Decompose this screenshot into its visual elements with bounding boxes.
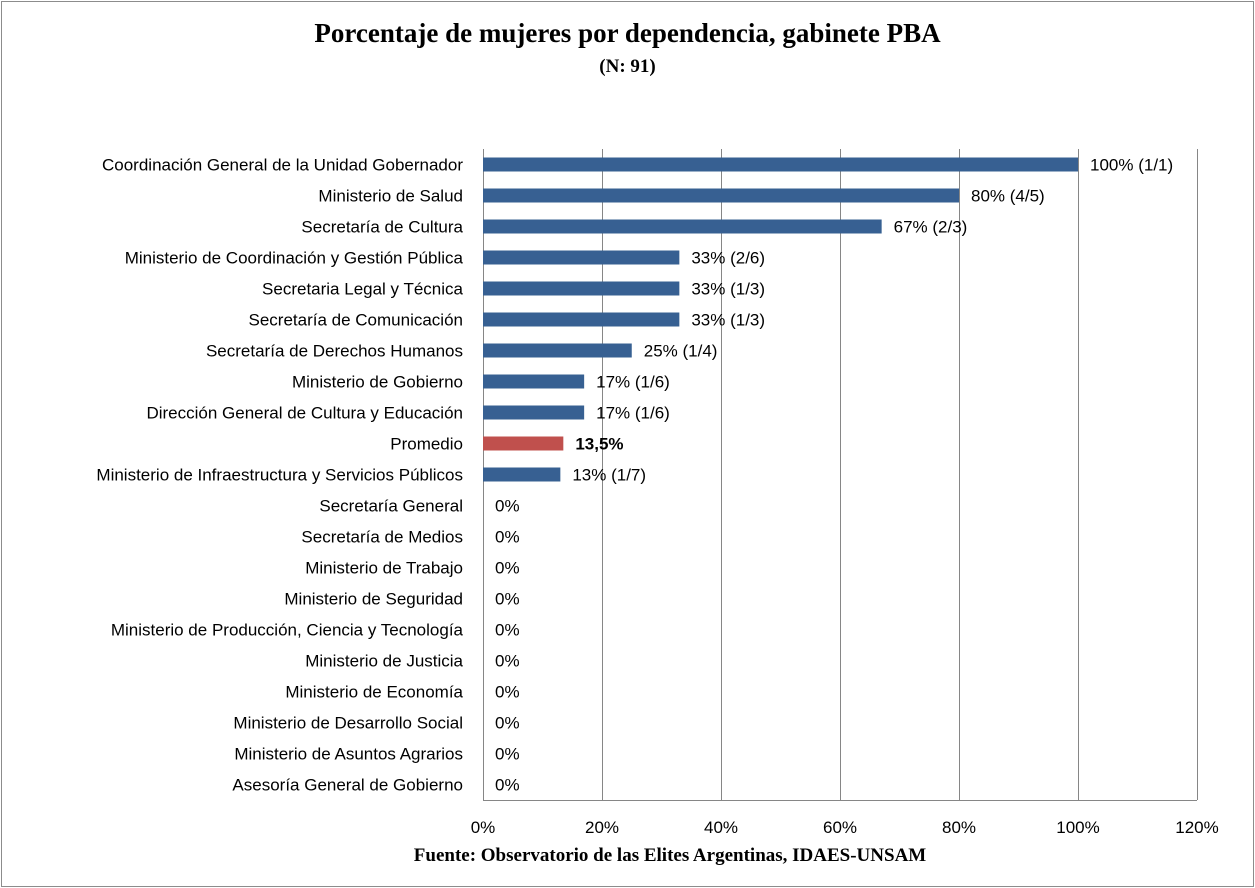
category-labels: Coordinación General de la Unidad Gobern… xyxy=(96,156,463,795)
data-label: 100% (1/1) xyxy=(1090,156,1173,175)
data-label: 0% xyxy=(495,559,520,578)
bar-average xyxy=(483,436,564,451)
category-label: Ministerio de Asuntos Agrarios xyxy=(234,745,463,764)
data-label: 0% xyxy=(495,528,520,547)
x-tick-label: 100% xyxy=(1056,818,1099,837)
category-label: Asesoría General de Gobierno xyxy=(232,776,463,795)
data-label: 17% (1/6) xyxy=(596,404,670,423)
x-axis-ticks: 0% 20% 40% 60% 80% 100% 120% xyxy=(471,818,1219,837)
bar xyxy=(483,343,632,358)
bar xyxy=(483,374,585,389)
x-tick-label: 80% xyxy=(942,818,976,837)
data-labels: 100% (1/1) 80% (4/5)67% (2/3) 33% (2/6) 33%… xyxy=(495,156,1173,795)
data-label: 0% xyxy=(495,776,520,795)
data-label: 0% xyxy=(495,621,520,640)
category-label: Ministerio de Coordinación y Gestión Púb… xyxy=(125,249,464,268)
data-label: 0% xyxy=(495,590,520,609)
x-tick-label: 60% xyxy=(823,818,857,837)
chart-source: Fuente: Observatorio de las Elites Argen… xyxy=(413,845,927,866)
data-label: 17% (1/6) xyxy=(596,373,670,392)
bars xyxy=(483,157,1078,482)
category-label: Ministerio de Salud xyxy=(318,187,463,206)
bar xyxy=(483,405,585,420)
category-label: Ministerio de Infraestructura y Servicio… xyxy=(96,466,463,485)
data-label: 0% xyxy=(495,652,520,671)
data-label: 33% (1/3) xyxy=(691,280,765,299)
category-label: Secretaría General xyxy=(319,497,463,516)
category-label: Ministerio de Seguridad xyxy=(284,590,463,609)
bar xyxy=(483,157,1078,172)
category-label: Ministerio de Economía xyxy=(285,683,463,702)
bar xyxy=(483,188,959,203)
bar xyxy=(483,219,882,234)
category-label: Ministerio de Justicia xyxy=(305,652,463,671)
data-label: 33% (2/6) xyxy=(691,249,765,268)
category-label: Ministerio de Trabajo xyxy=(305,559,463,578)
x-tick-label: 0% xyxy=(471,818,496,837)
data-label: 80% (4/5) xyxy=(971,187,1045,206)
bar xyxy=(483,467,561,482)
category-label: Promedio xyxy=(390,435,463,454)
category-label: Ministerio de Producción, Ciencia y Tecn… xyxy=(111,621,464,640)
category-label: Secretaría de Medios xyxy=(301,528,463,547)
category-label: Dirección General de Cultura y Educación xyxy=(146,404,463,423)
category-label: Ministerio de Gobierno xyxy=(292,373,463,392)
bar xyxy=(483,281,680,296)
data-label: 33% (1/3) xyxy=(691,311,765,330)
x-tick-label: 20% xyxy=(585,818,619,837)
data-label: 0% xyxy=(495,683,520,702)
data-label: 25% (1/4) xyxy=(644,342,718,361)
category-label: Ministerio de Desarrollo Social xyxy=(233,714,463,733)
data-label: 67% (2/3) xyxy=(894,218,968,237)
data-label: 0% xyxy=(495,745,520,764)
bar xyxy=(483,312,680,327)
chart-subtitle: (N: 91) xyxy=(599,56,656,77)
category-label: Secretaría de Derechos Humanos xyxy=(206,342,463,361)
category-label: Secretaria Legal y Técnica xyxy=(262,280,464,299)
chart-title: Porcentaje de mujeres por dependencia, g… xyxy=(314,18,941,48)
x-tick-label: 120% xyxy=(1175,818,1218,837)
data-label: 13,5% xyxy=(575,435,623,454)
data-label: 0% xyxy=(495,497,520,516)
category-label: Secretaría de Cultura xyxy=(301,218,463,237)
category-label: Coordinación General de la Unidad Gobern… xyxy=(102,156,463,175)
category-label: Secretaría de Comunicación xyxy=(248,311,463,330)
data-label: 0% xyxy=(495,714,520,733)
bar xyxy=(483,250,680,265)
data-label: 13% (1/7) xyxy=(572,466,646,485)
x-tick-label: 40% xyxy=(704,818,738,837)
